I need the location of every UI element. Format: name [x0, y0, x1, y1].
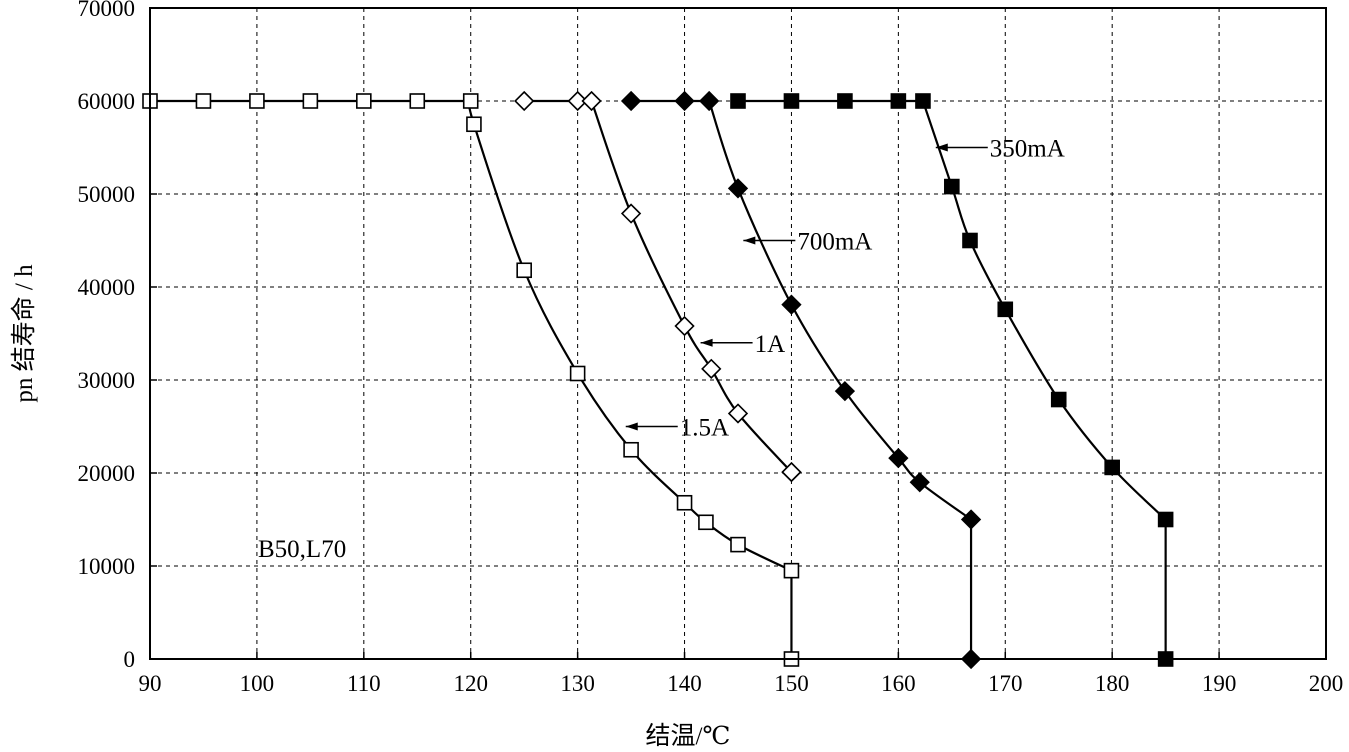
plot-frame	[149, 7, 1327, 660]
annotation-label: 700mA	[797, 229, 872, 256]
data-point	[781, 294, 802, 315]
data-point	[960, 509, 982, 530]
annotation-700mA: 700mA	[743, 229, 872, 256]
x-tick-label: 200	[1309, 671, 1344, 696]
data-point	[783, 93, 800, 109]
data-point	[356, 93, 372, 109]
axis-ticks: 90 100 110 120 130 140 150 160 170 180 190 200 0 1000…	[78, 0, 1344, 696]
data-point	[727, 178, 749, 199]
arrow-head-icon	[743, 236, 756, 245]
annotation-1A: 1A	[700, 331, 786, 358]
data-point	[962, 232, 978, 249]
data-point	[698, 514, 714, 531]
x-tick-label: 110	[347, 671, 381, 696]
x-tick-label: 150	[774, 671, 809, 696]
series-350mA	[730, 93, 1174, 667]
data-point	[701, 358, 722, 379]
data-point	[834, 381, 856, 402]
data-point	[727, 403, 749, 424]
data-point	[837, 93, 853, 109]
data-point	[623, 441, 639, 458]
data-point	[1104, 459, 1120, 476]
y-tick-label: 20000	[78, 461, 136, 486]
annotation-label: 1A	[755, 331, 786, 358]
data-point	[466, 116, 482, 133]
data-point	[730, 93, 746, 109]
y-tick-label: 0	[124, 647, 136, 672]
series-1.5A	[142, 93, 800, 667]
annotation-layer: 350mA 700mA 1A 1.5A	[625, 136, 1065, 442]
x-tick-label: 130	[560, 671, 595, 696]
data-point	[620, 90, 642, 112]
annotation-label: 1.5A	[680, 415, 729, 442]
arrow-head-icon	[700, 338, 713, 347]
annotation-350mA: 350mA	[935, 136, 1065, 163]
data-point	[567, 90, 588, 112]
series-layer	[142, 90, 1174, 670]
data-point	[730, 536, 746, 553]
annotation-1.5A: 1.5A	[625, 415, 729, 442]
data-point	[620, 203, 642, 224]
data-point	[249, 93, 265, 109]
data-point	[781, 461, 802, 483]
data-point	[674, 315, 695, 337]
arrow-head-icon	[935, 143, 948, 152]
x-tick-label: 160	[881, 671, 916, 696]
data-point	[1050, 391, 1067, 408]
data-point	[888, 447, 909, 469]
x-tick-label: 190	[1202, 671, 1237, 696]
data-point	[195, 93, 212, 109]
data-point	[997, 301, 1014, 318]
series-700mA	[620, 90, 982, 670]
x-tick-label: 120	[453, 671, 488, 696]
data-point	[783, 562, 800, 579]
data-point	[944, 178, 960, 195]
data-point	[890, 93, 907, 109]
data-point	[514, 90, 535, 112]
data-point	[915, 93, 931, 109]
x-tick-label: 170	[988, 671, 1023, 696]
y-tick-label: 70000	[78, 0, 136, 21]
note-label: B50,L70	[258, 536, 346, 563]
annotation-label: 350mA	[990, 136, 1065, 163]
data-point	[699, 90, 720, 112]
x-tick-label: 140	[667, 671, 702, 696]
data-point	[581, 90, 602, 112]
data-point	[676, 494, 693, 511]
arrow-head-icon	[625, 422, 638, 431]
y-tick-label: 50000	[78, 182, 136, 207]
x-tick-label: 90	[139, 671, 162, 696]
data-point	[1157, 511, 1174, 528]
y-tick-label: 30000	[78, 368, 136, 393]
y-tick-label: 10000	[78, 554, 136, 579]
data-point	[909, 472, 930, 493]
data-point	[302, 93, 319, 109]
x-tick-label: 180	[1095, 671, 1130, 696]
y-tick-label: 40000	[78, 275, 136, 300]
data-point	[674, 90, 695, 112]
x-axis-label: 结温/℃	[646, 722, 731, 750]
data-point	[516, 262, 532, 279]
data-point	[409, 93, 426, 109]
series-1A	[514, 90, 802, 483]
x-tick-label: 100	[240, 671, 275, 696]
y-axis-label: pn 结寿命 / h	[10, 264, 38, 403]
y-tick-label: 60000	[78, 89, 136, 114]
data-point	[462, 93, 479, 109]
data-point	[569, 365, 586, 382]
